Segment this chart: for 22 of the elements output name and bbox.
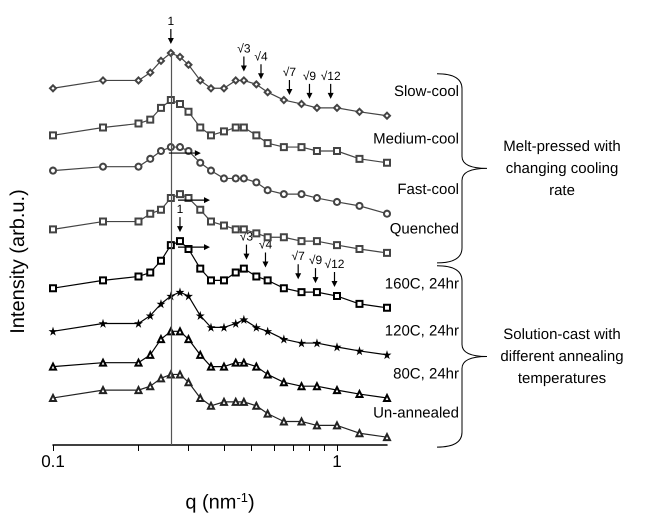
y-axis-title: Intensity (arb.u.) (7, 189, 29, 334)
annotation: √3 (237, 41, 251, 56)
series-label: Slow-cool (394, 83, 459, 100)
annotation: √4 (254, 49, 268, 64)
series-label: Un-annealed (373, 404, 459, 422)
x-tick-label: 0.1 (41, 452, 65, 471)
series-label: Quenched (390, 220, 459, 238)
annotation: 1 (176, 202, 184, 216)
series-label: 80C, 24hr (393, 365, 460, 382)
annotation: 1 (168, 14, 175, 28)
annotation: √9 (302, 68, 316, 83)
text: Solution-cast with different annealing temperatures (500, 326, 624, 387)
series-label: Fast-cool (397, 181, 459, 198)
series-label: 160C, 24hr (384, 275, 459, 292)
annotation: √7 (292, 249, 306, 264)
series-label: Medium-cool (373, 130, 459, 148)
annotation: √12 (320, 68, 341, 83)
annotation: √7 (282, 64, 296, 79)
text: Melt-pressed with changing cooling rate (503, 138, 621, 199)
annotation: √9 (308, 253, 322, 268)
series-label: 120C, 24hr (384, 322, 459, 340)
annotation: √12 (324, 257, 345, 272)
